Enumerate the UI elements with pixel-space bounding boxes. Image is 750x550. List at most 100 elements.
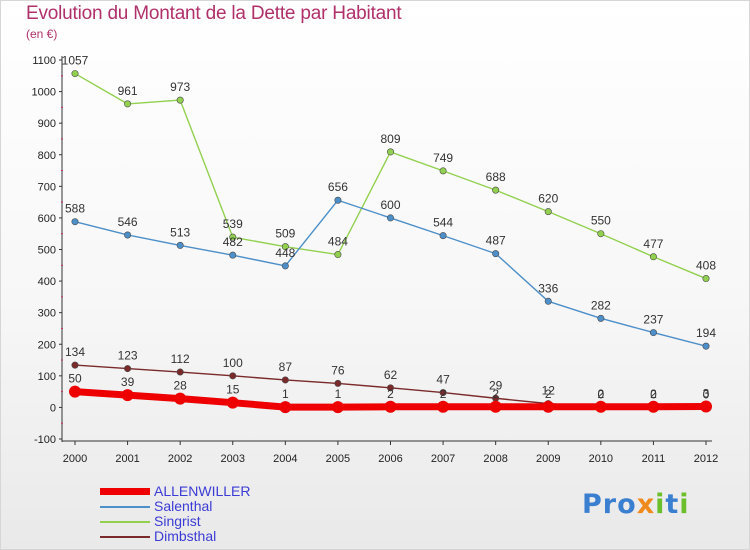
- data-label-dimbsthal: 47: [436, 373, 450, 387]
- data-label-allenwiller: 1: [335, 387, 342, 401]
- y-tick-label: 600: [38, 213, 56, 225]
- data-point-salenthal: [334, 196, 342, 204]
- data-label-dimbsthal: 87: [279, 360, 293, 374]
- legend-item-allenwiller: ALLENWILLER: [100, 484, 250, 499]
- data-label-dimbsthal: 112: [171, 352, 190, 366]
- data-point-dimbsthal: [71, 361, 79, 369]
- y-tick-label: 1000: [32, 87, 56, 99]
- data-point-allenwiller: [489, 400, 502, 413]
- series-line-salenthal: [74, 199, 707, 347]
- data-label-allenwiller: 2: [492, 387, 499, 401]
- x-tick-label: 2002: [168, 453, 192, 465]
- data-label-salenthal: 482: [223, 235, 243, 249]
- data-label-singrist: 509: [275, 227, 295, 241]
- data-label-salenthal: 588: [65, 202, 85, 216]
- x-tick-label: 2012: [694, 453, 718, 465]
- data-point-allenwiller: [384, 400, 397, 413]
- data-point-salenthal: [439, 232, 447, 240]
- x-tick-label: 2008: [483, 453, 507, 465]
- legend-swatch: [100, 536, 150, 538]
- data-point-dimbsthal: [229, 372, 237, 380]
- data-label-singrist: 809: [380, 132, 400, 146]
- legend-swatch: [100, 506, 150, 508]
- data-label-salenthal: 513: [170, 225, 190, 239]
- data-point-salenthal: [597, 314, 605, 322]
- data-point-salenthal: [492, 250, 500, 258]
- y-tick-label: 0: [50, 402, 56, 414]
- data-point-singrist: [281, 243, 289, 251]
- data-label-singrist: 408: [696, 259, 716, 273]
- x-tick-label: 2009: [536, 453, 560, 465]
- data-point-singrist: [544, 208, 552, 216]
- data-point-salenthal: [229, 251, 237, 259]
- x-tick-label: 2007: [431, 453, 455, 465]
- data-label-salenthal: 487: [486, 234, 506, 248]
- data-label-allenwiller: 3: [703, 386, 710, 400]
- data-point-dimbsthal: [176, 368, 184, 376]
- x-tick-label: 2003: [221, 453, 245, 465]
- data-point-singrist: [492, 186, 500, 194]
- data-point-salenthal: [281, 262, 289, 270]
- data-point-singrist: [176, 96, 184, 104]
- legend-label: Singrist: [154, 513, 201, 529]
- data-point-salenthal: [544, 297, 552, 305]
- data-label-allenwiller: 15: [226, 383, 240, 397]
- data-label-dimbsthal: 123: [118, 349, 138, 363]
- data-point-dimbsthal: [439, 389, 447, 397]
- y-tick-label: 400: [38, 276, 56, 288]
- y-tick-label: 300: [38, 308, 56, 320]
- data-label-singrist: 688: [486, 170, 506, 184]
- data-label-singrist: 620: [538, 192, 558, 206]
- y-tick-label: 700: [38, 181, 56, 193]
- data-label-salenthal: 448: [275, 246, 295, 260]
- data-point-salenthal: [386, 214, 394, 222]
- data-label-allenwiller: 2: [597, 387, 604, 401]
- y-tick-label: 1100: [32, 55, 56, 67]
- data-point-singrist: [439, 167, 447, 175]
- data-point-allenwiller: [700, 400, 712, 413]
- x-tick-label: 2000: [63, 453, 87, 465]
- data-point-singrist: [386, 148, 394, 156]
- data-point-singrist: [702, 275, 710, 283]
- data-label-dimbsthal: 0: [703, 387, 710, 401]
- x-tick-label: 2005: [326, 453, 350, 465]
- data-label-dimbsthal: 134: [65, 345, 85, 359]
- data-point-singrist: [597, 230, 605, 238]
- data-label-allenwiller: 2: [440, 387, 447, 401]
- chart-subtitle: (en €): [26, 27, 58, 41]
- data-label-salenthal: 546: [118, 215, 138, 229]
- data-label-allenwiller: 28: [173, 379, 187, 393]
- data-point-singrist: [229, 233, 237, 241]
- logo-letter: i: [655, 489, 666, 520]
- data-point-dimbsthal: [334, 379, 342, 387]
- data-point-salenthal: [176, 241, 184, 249]
- data-label-dimbsthal: 29: [489, 378, 503, 392]
- data-point-allenwiller: [279, 401, 292, 414]
- data-label-singrist: 749: [433, 151, 453, 165]
- x-tick-label: 2010: [589, 453, 613, 465]
- data-label-dimbsthal: 100: [223, 356, 243, 370]
- data-point-dimbsthal: [124, 365, 132, 373]
- data-label-salenthal: 336: [538, 281, 558, 295]
- x-tick-label: 2004: [273, 453, 297, 465]
- x-tick-label: 2001: [115, 453, 139, 465]
- logo-letter: i: [679, 489, 690, 520]
- legend-item-salenthal: Salenthal: [100, 499, 250, 514]
- series-line-singrist: [74, 72, 707, 280]
- data-label-allenwiller: 50: [68, 372, 82, 386]
- data-label-salenthal: 237: [643, 313, 663, 327]
- data-point-salenthal: [702, 342, 710, 350]
- data-label-allenwiller: 2: [545, 387, 552, 401]
- data-point-allenwiller: [437, 400, 450, 413]
- data-point-allenwiller: [121, 389, 134, 402]
- data-label-singrist: 484: [328, 235, 348, 249]
- data-point-allenwiller: [542, 400, 555, 413]
- data-point-allenwiller: [331, 401, 344, 414]
- legend-item-dimbsthal: Dimbsthal: [100, 529, 250, 544]
- data-label-singrist: 539: [223, 217, 243, 231]
- data-label-allenwiller: 39: [121, 375, 135, 389]
- data-point-singrist: [649, 253, 657, 261]
- proxiti-logo: Proxiti: [582, 489, 690, 520]
